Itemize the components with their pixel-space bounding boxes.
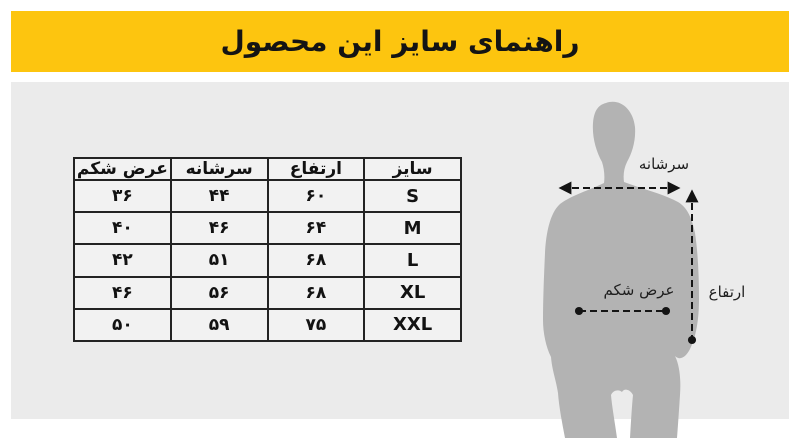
table-header-row: سایز ارتفاع سرشانه عرض شکم <box>73 157 462 181</box>
cell-shoulder: ۵۹ <box>169 307 269 343</box>
cell-shoulder: ۵۶ <box>169 275 269 310</box>
height-label: ارتفاع <box>708 283 746 301</box>
header-banner: راهنمای سایز این محصول <box>11 11 789 72</box>
cell-size: XXL <box>363 307 462 343</box>
table-row-l: L ۶۸ ۵۱ ۴۲ <box>73 243 462 278</box>
cell-belly: ۳۶ <box>73 178 172 214</box>
table-row-m: M ۶۴ ۴۶ ۴۰ <box>73 211 462 246</box>
man-silhouette <box>543 101 699 438</box>
size-table: سایز ارتفاع سرشانه عرض شکم S ۶۰ ۴۴ ۳۶ M … <box>73 157 462 343</box>
cell-belly: ۴۰ <box>73 211 172 246</box>
cell-height: ۶۸ <box>266 275 366 310</box>
cell-height: ۶۴ <box>266 211 366 246</box>
cell-shoulder: ۵۱ <box>169 243 269 278</box>
col-header-size: سایز <box>363 157 462 181</box>
size-figure <box>543 101 699 438</box>
cell-height: ۶۰ <box>266 178 366 214</box>
cell-size: M <box>363 211 462 246</box>
cell-belly: ۵۰ <box>73 307 172 343</box>
cell-height: ۶۸ <box>266 243 366 278</box>
col-header-shoulder: سرشانه <box>169 157 269 181</box>
col-header-height: ارتفاع <box>266 157 366 181</box>
cell-belly: ۴۶ <box>73 275 172 310</box>
page-title: راهنمای سایز این محصول <box>220 25 580 58</box>
cell-height: ۷۵ <box>266 307 366 343</box>
table-row-xxl: XXL ۷۵ ۵۹ ۵۰ <box>73 307 462 343</box>
cell-belly: ۴۲ <box>73 243 172 278</box>
cell-shoulder: ۴۶ <box>169 211 269 246</box>
cell-size: L <box>363 243 462 278</box>
size-table-head: سایز ارتفاع سرشانه عرض شکم <box>73 157 462 181</box>
belly-width-label: عرض شکم <box>603 281 675 299</box>
shoulder-label: سرشانه <box>638 155 690 173</box>
col-header-belly: عرض شکم <box>73 157 172 181</box>
cell-shoulder: ۴۴ <box>169 178 269 214</box>
cell-size: S <box>363 178 462 214</box>
table-row-s: S ۶۰ ۴۴ ۳۶ <box>73 178 462 214</box>
cell-size: XL <box>363 275 462 310</box>
table-row-xl: XL ۶۸ ۵۶ ۴۶ <box>73 275 462 310</box>
size-table-body: S ۶۰ ۴۴ ۳۶ M ۶۴ ۴۶ ۴۰ L ۶۸ ۵۱ ۴۲ XL ۶۸ ۵… <box>73 178 462 343</box>
